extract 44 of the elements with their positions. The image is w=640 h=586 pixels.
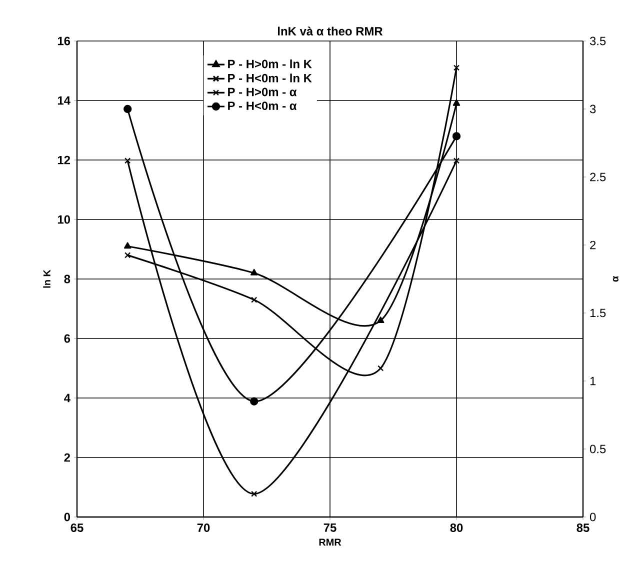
x-tick-label: 70 [197,524,210,532]
point [452,132,461,140]
point [251,296,258,303]
point [124,252,131,258]
point [453,158,460,164]
y-axis-title: ln K [43,270,50,288]
point [378,365,384,372]
legend-label: P - H>0m - ln K [228,59,312,68]
x-tick-label: 80 [450,524,463,532]
y-tick-label: 16 [58,36,70,46]
point [251,490,258,497]
y2-tick-label: 3 [590,104,596,114]
legend-label: P - H<0m - α [228,102,297,110]
y-tick-label: 14 [58,96,70,105]
point [453,64,460,71]
y-tick-label: 6 [64,334,70,343]
y-tick-label: 2 [64,453,70,462]
point [124,242,132,249]
point [124,158,131,164]
legend-label: P - H>0m - α [228,88,297,96]
y-tick-label: 12 [58,156,70,164]
x-tick-label: 85 [576,524,590,532]
y2-axis-title: α [612,276,618,282]
point [376,316,384,323]
y-tick-label: 10 [58,215,70,224]
legend-label: P - H<0m - ln K [228,74,312,82]
x-tick-label: 75 [324,524,336,532]
point [452,99,460,106]
point [250,397,258,406]
y2-tick-label: 1.5 [590,308,606,318]
y2-tick-label: 3.5 [590,36,606,46]
x-axis-title: RMR [319,538,342,546]
chart-title: lnK và α theo RMR [278,26,383,36]
y2-tick-label: 0.5 [590,444,606,454]
y2-tick-label: 2.5 [590,172,606,182]
y-tick-label: 8 [64,274,70,284]
y2-tick-label: 1 [590,376,596,386]
point [250,268,258,276]
point [124,104,132,114]
y-tick-label: 4 [64,394,70,402]
y2-tick-label: 0 [590,512,596,522]
x-tick-label: 65 [70,524,84,532]
y-tick-label: 0 [64,512,70,522]
y2-tick-label: 2 [590,240,596,250]
